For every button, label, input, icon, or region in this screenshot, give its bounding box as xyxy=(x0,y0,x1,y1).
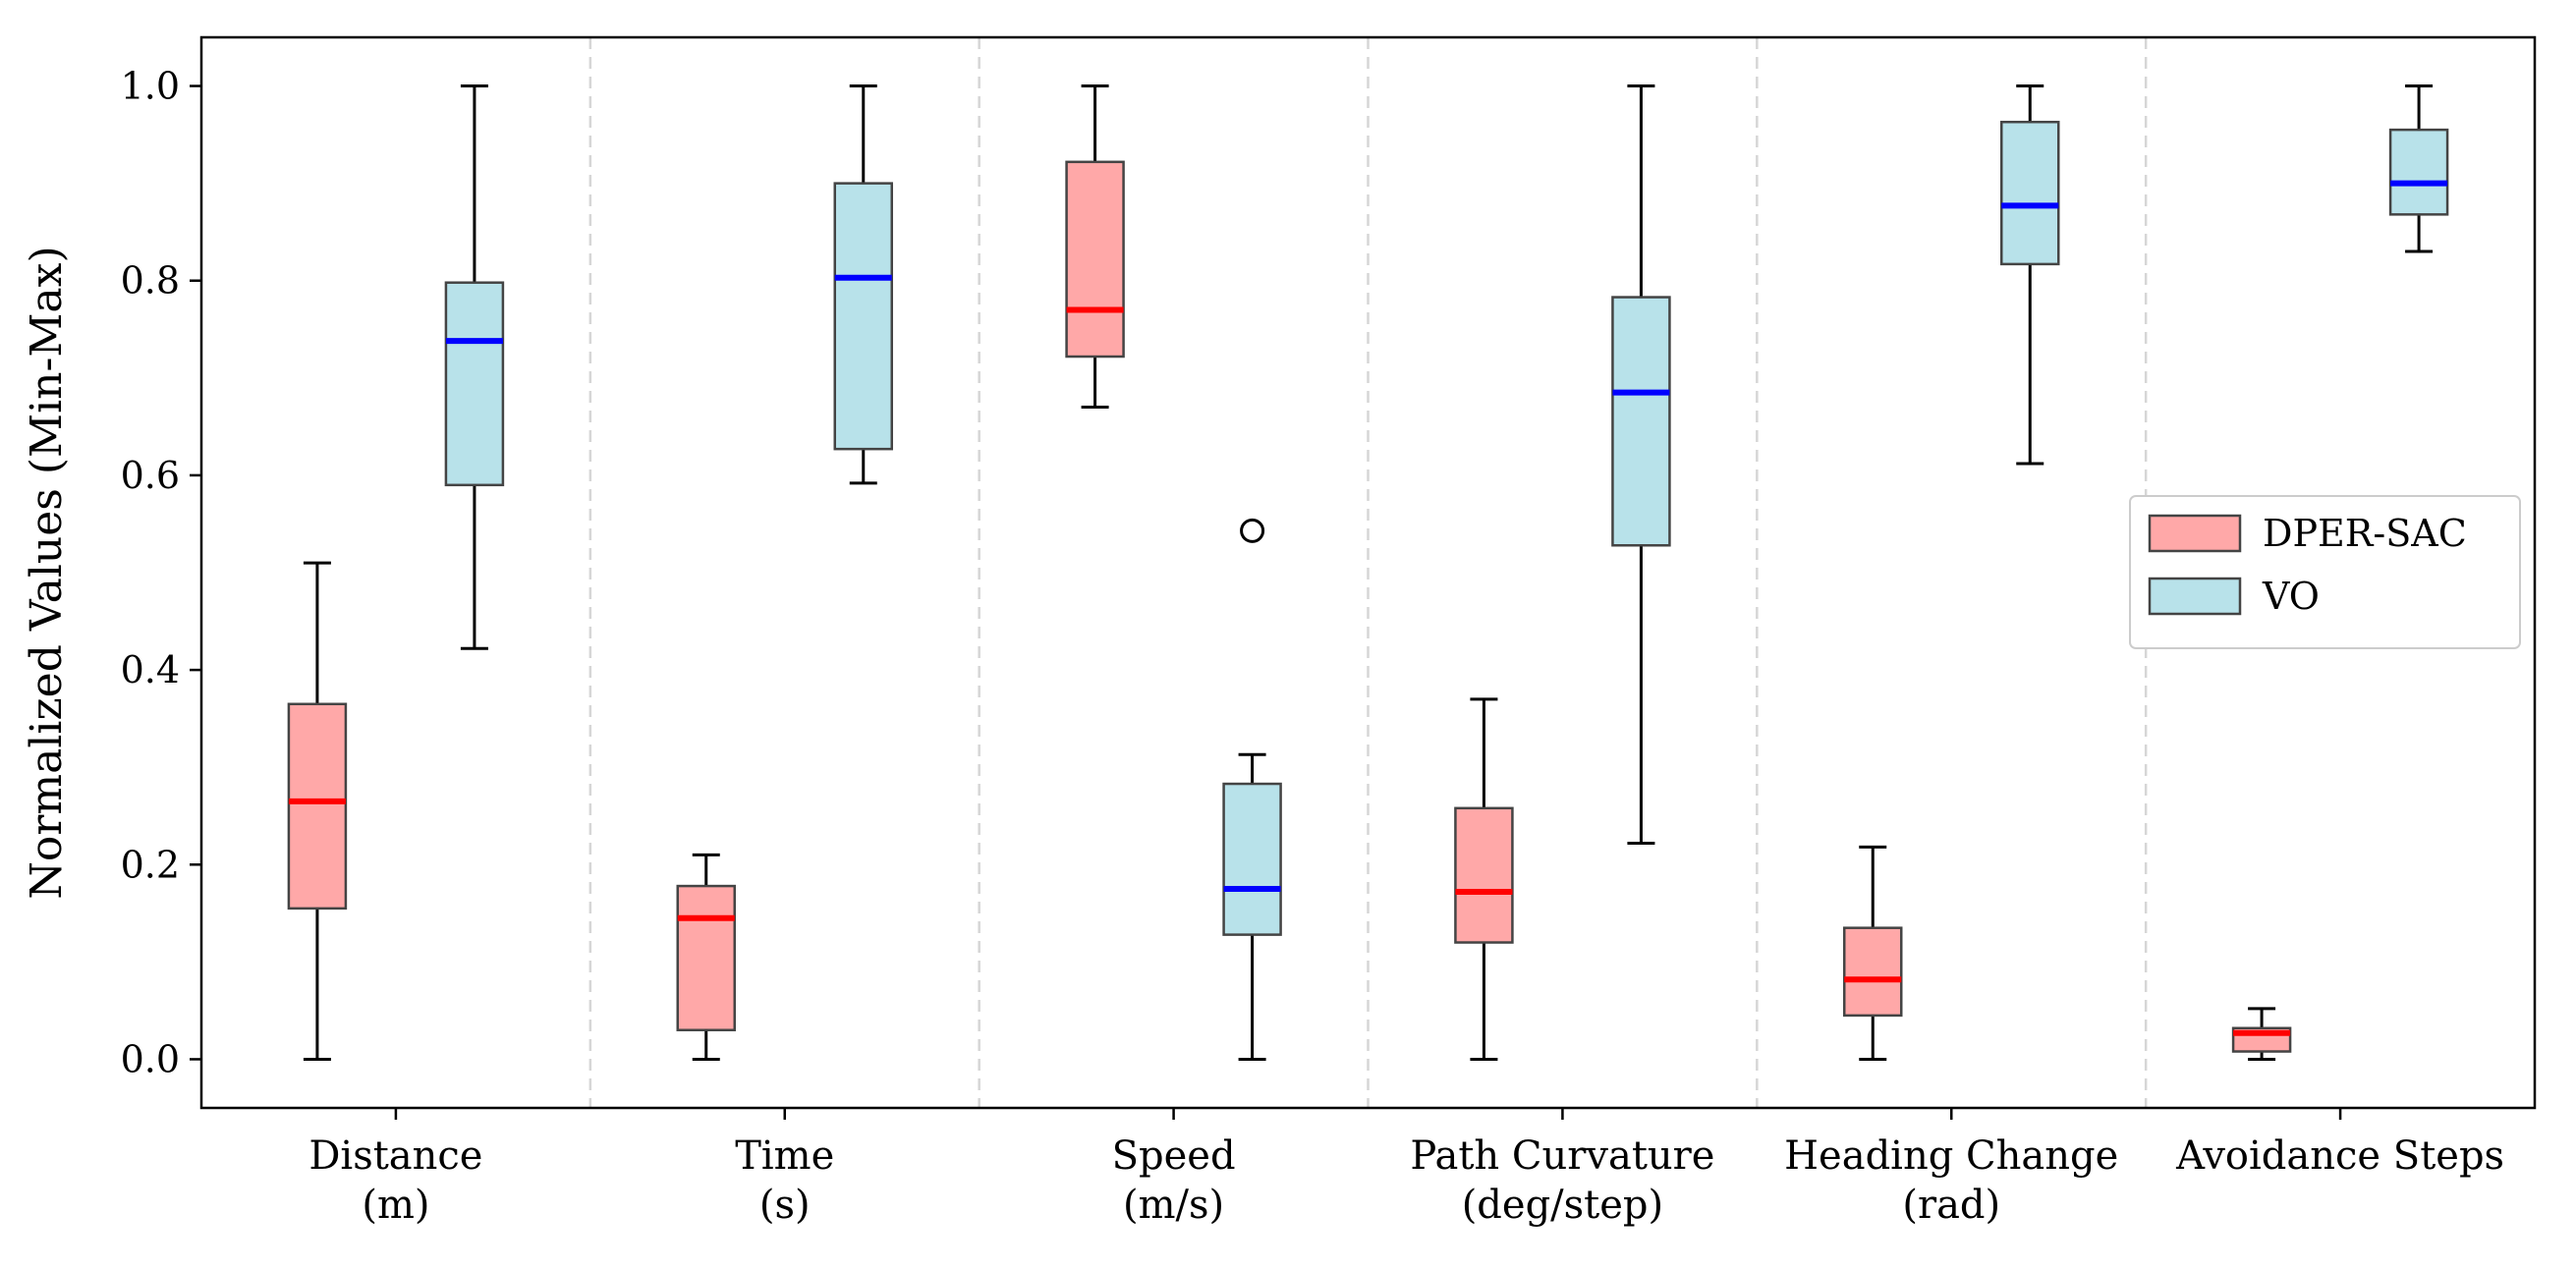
legend: DPER-SAC VO xyxy=(2129,495,2521,649)
box-dper-sac-3 xyxy=(1065,84,1125,410)
y-tick-label: 1.0 xyxy=(121,65,180,108)
x-category-label: Distance xyxy=(308,1133,482,1179)
legend-swatch-vo xyxy=(2148,577,2242,616)
y-tick-label: 0.0 xyxy=(121,1037,180,1080)
box-iqr xyxy=(833,182,893,451)
box-iqr xyxy=(1611,296,1671,547)
x-category-label: Speed xyxy=(1112,1133,1236,1179)
x-axis: Distance(m) Time(s) Speed(m/s) Path Curvatu… xyxy=(308,1108,2504,1228)
box-vo-5 xyxy=(2000,84,2060,466)
box-iqr xyxy=(2000,120,2060,266)
box-series xyxy=(287,84,2449,1061)
box-iqr xyxy=(1843,926,1903,1018)
box-iqr xyxy=(287,702,348,910)
box-vo-3 xyxy=(1222,518,1282,1061)
box-vo-1 xyxy=(444,84,505,650)
box-iqr xyxy=(2388,128,2449,216)
x-category-unit: (m) xyxy=(362,1183,429,1228)
outlier-point xyxy=(1240,518,1265,543)
legend-swatch-dper-sac xyxy=(2148,514,2242,553)
legend-label-dper-sac: DPER-SAC xyxy=(2263,512,2467,555)
y-tick-label: 0.8 xyxy=(121,259,180,303)
box-iqr xyxy=(676,884,736,1031)
category-separators xyxy=(588,37,2148,1108)
box-vo-6 xyxy=(2388,84,2449,253)
box-dper-sac-5 xyxy=(1843,845,1903,1061)
box-dper-sac-4 xyxy=(1454,697,1514,1061)
box-iqr xyxy=(1454,806,1514,944)
y-axis: 0.0 0.2 0.4 0.6 0.8 1.0 xyxy=(121,65,201,1080)
box-dper-sac-6 xyxy=(2231,1007,2292,1061)
box-iqr xyxy=(1065,160,1125,359)
x-category-unit: (rad) xyxy=(1902,1183,2000,1228)
box-dper-sac-1 xyxy=(287,561,348,1061)
x-category-unit: (s) xyxy=(759,1183,811,1228)
legend-label-vo: VO xyxy=(2262,575,2320,618)
x-category-label: Avoidance Steps xyxy=(2175,1133,2504,1179)
y-axis-title: Normalized Values (Min-Max) xyxy=(22,246,72,899)
x-category-label: Path Curvature xyxy=(1410,1133,1714,1179)
x-category-unit: (m/s) xyxy=(1123,1183,1224,1228)
x-category-unit: (deg/step) xyxy=(1462,1183,1663,1228)
x-category-label: Time xyxy=(735,1133,834,1179)
box-vo-4 xyxy=(1611,84,1671,845)
x-category-label: Heading Change xyxy=(1784,1133,2118,1179)
box-iqr xyxy=(444,281,505,487)
y-tick-label: 0.2 xyxy=(121,843,180,886)
y-tick-label: 0.4 xyxy=(121,648,180,691)
y-tick-label: 0.6 xyxy=(121,454,180,497)
box-dper-sac-2 xyxy=(676,853,736,1061)
plot-frame xyxy=(199,35,2537,1110)
box-vo-2 xyxy=(833,84,893,485)
box-iqr xyxy=(1222,782,1282,936)
